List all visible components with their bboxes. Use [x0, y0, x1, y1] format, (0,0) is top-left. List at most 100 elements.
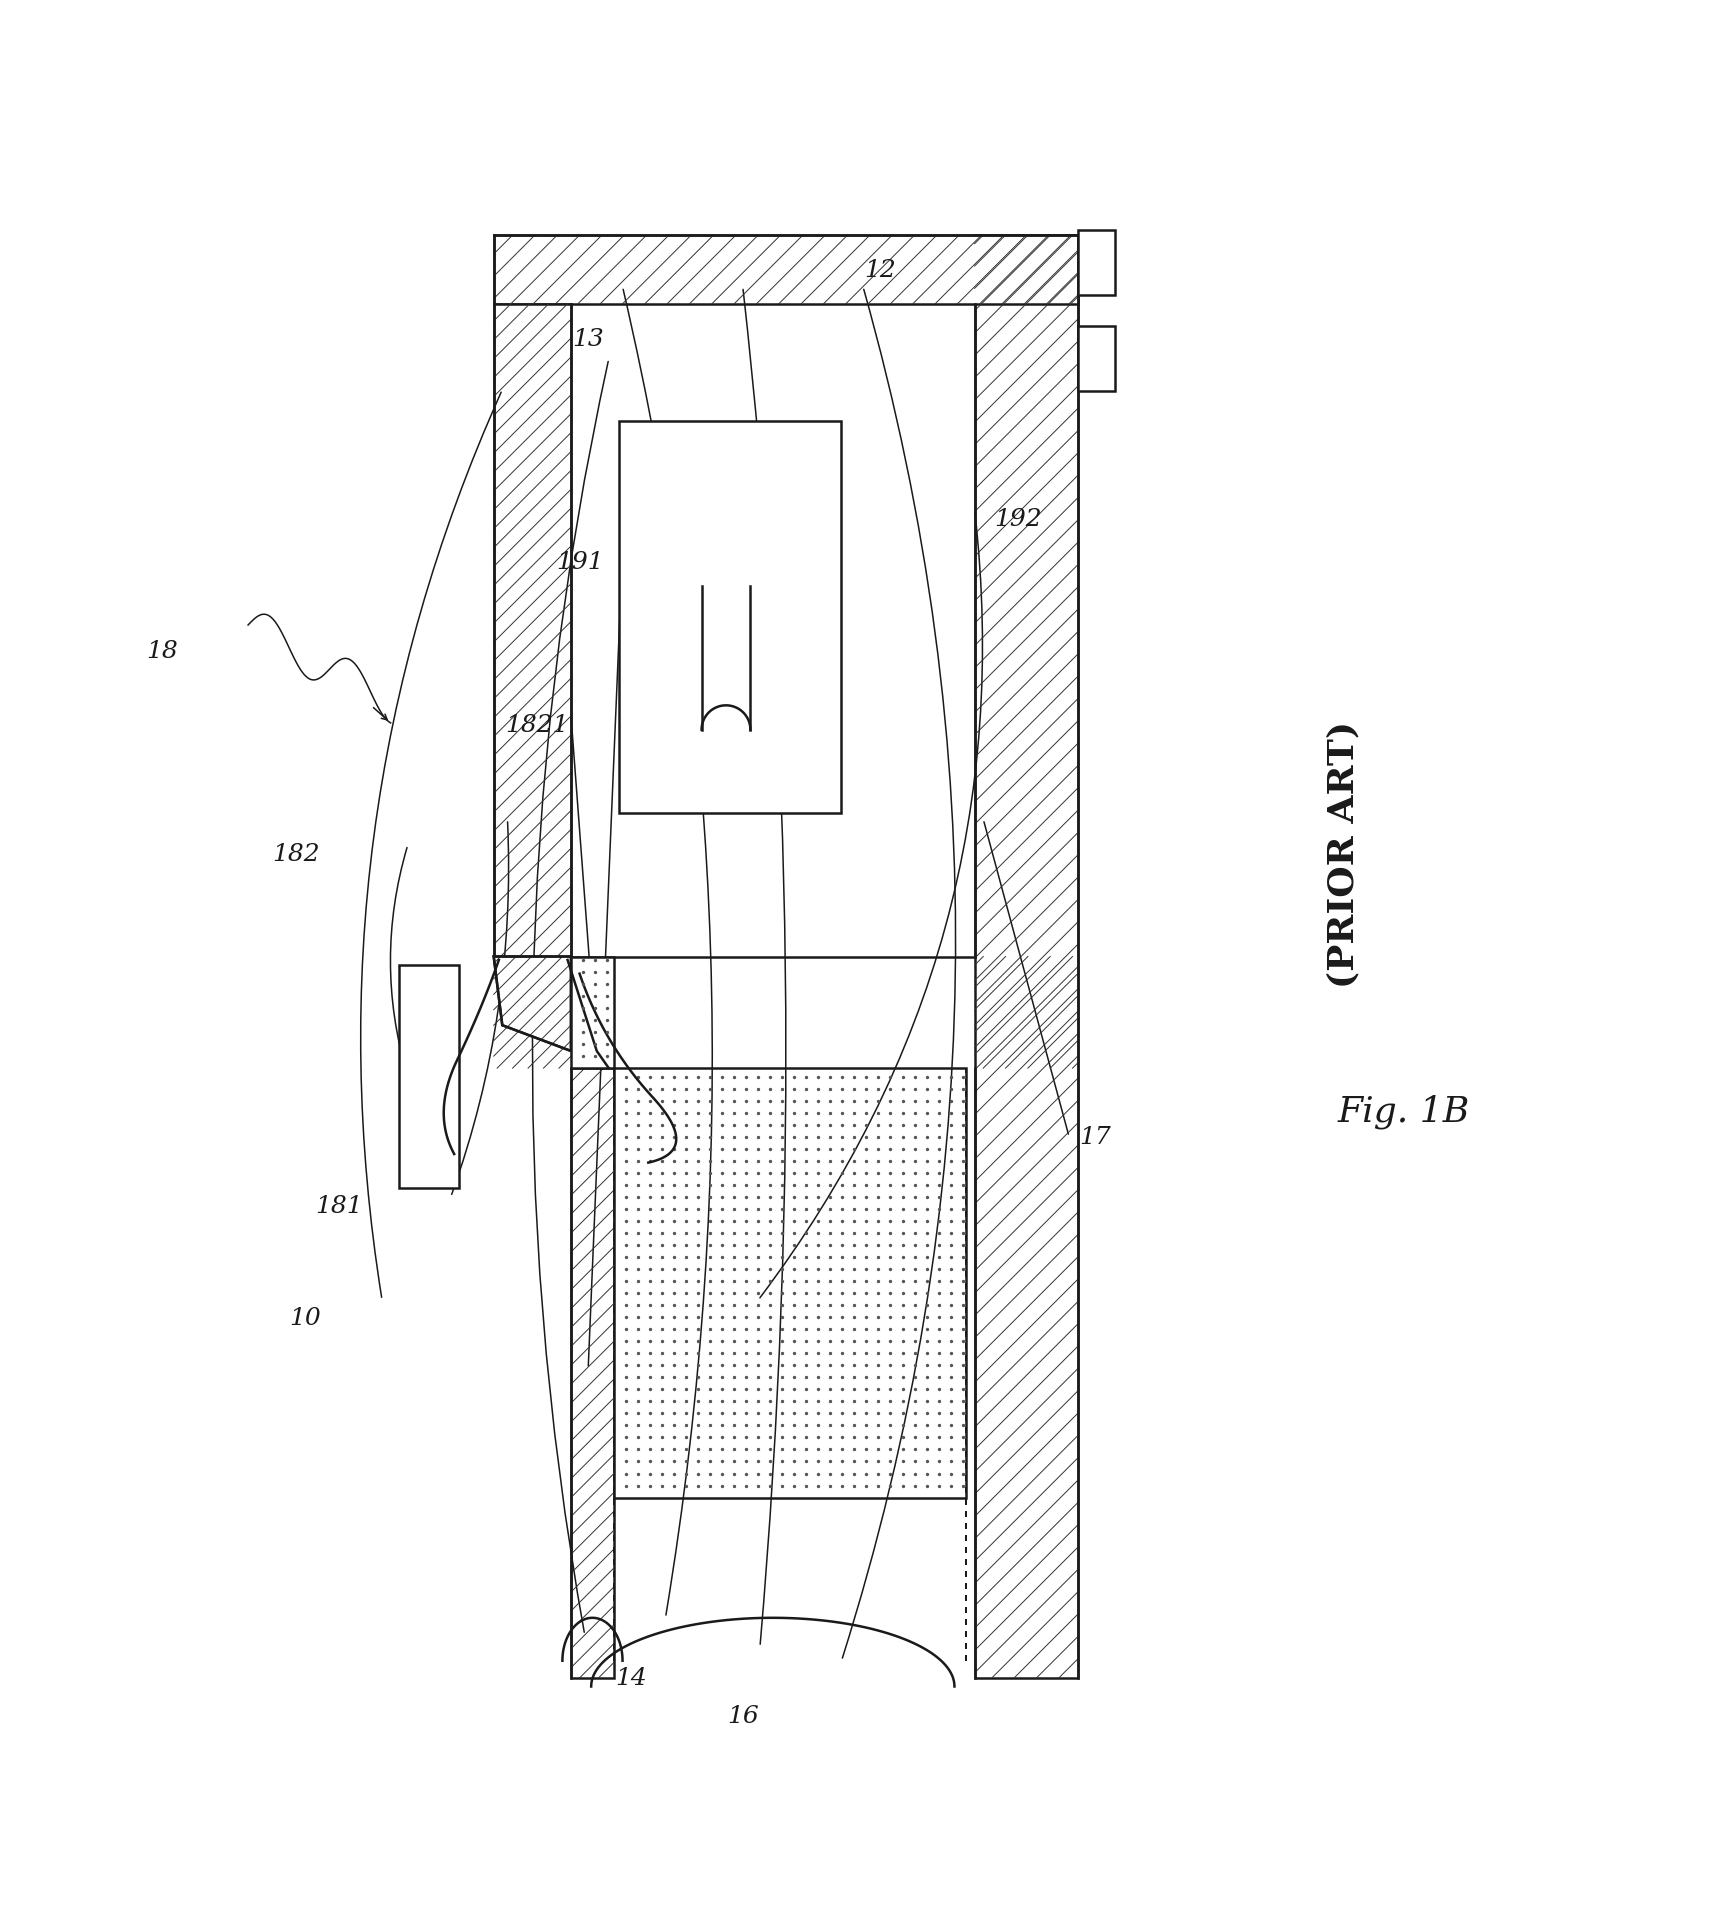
- Point: [828, 1231, 856, 1261]
- Point: [661, 1183, 689, 1213]
- Point: [889, 1194, 917, 1225]
- Point: [732, 1242, 759, 1273]
- Point: [792, 1363, 820, 1393]
- Point: [816, 1122, 844, 1152]
- Point: [649, 1470, 677, 1501]
- Point: [683, 1374, 711, 1405]
- Point: [637, 1206, 665, 1236]
- Point: [768, 1434, 796, 1464]
- Point: [925, 1254, 953, 1284]
- Point: [768, 1290, 796, 1321]
- Point: [853, 1279, 880, 1309]
- Point: [865, 1110, 892, 1141]
- Point: [744, 1110, 772, 1141]
- Point: [913, 1217, 941, 1248]
- Point: [804, 1231, 832, 1261]
- Point: [744, 1302, 772, 1332]
- Point: [913, 1470, 941, 1501]
- Point: [613, 1074, 640, 1104]
- Point: [816, 1110, 844, 1141]
- Point: [661, 1326, 689, 1357]
- Point: [853, 1133, 880, 1164]
- Point: [804, 1194, 832, 1225]
- Point: [804, 1399, 832, 1430]
- Bar: [494, 304, 571, 957]
- Point: [949, 1386, 977, 1416]
- Point: [889, 1422, 917, 1453]
- Point: [756, 1411, 784, 1441]
- Point: [625, 1194, 652, 1225]
- Point: [913, 1315, 941, 1346]
- Point: [613, 1434, 640, 1464]
- Point: [816, 1349, 844, 1380]
- Point: [649, 1217, 677, 1248]
- Point: [768, 1146, 796, 1177]
- Point: [696, 1146, 723, 1177]
- Point: [780, 1374, 808, 1405]
- Point: [925, 1386, 953, 1416]
- Point: [877, 1217, 904, 1248]
- Point: [925, 1349, 953, 1380]
- Point: [768, 1074, 796, 1104]
- Point: [780, 1158, 808, 1189]
- Point: [853, 1146, 880, 1177]
- Point: [756, 1194, 784, 1225]
- Point: [816, 1217, 844, 1248]
- Point: [913, 1194, 941, 1225]
- Point: [594, 1030, 621, 1060]
- Point: [925, 1206, 953, 1236]
- Point: [744, 1122, 772, 1152]
- Point: [637, 1254, 665, 1284]
- Point: [649, 1133, 677, 1164]
- Point: [683, 1470, 711, 1501]
- Point: [696, 1110, 723, 1141]
- Point: [671, 1217, 699, 1248]
- Point: [828, 1302, 856, 1332]
- Point: [671, 1122, 699, 1152]
- Point: [625, 1470, 652, 1501]
- Point: [901, 1217, 929, 1248]
- Point: [594, 946, 621, 976]
- Point: [671, 1290, 699, 1321]
- Point: [949, 1183, 977, 1213]
- Point: [720, 1217, 747, 1248]
- Point: [816, 1169, 844, 1200]
- Point: [792, 1279, 820, 1309]
- Point: [768, 1374, 796, 1405]
- Point: [828, 1183, 856, 1213]
- Point: [720, 1122, 747, 1152]
- Point: [925, 1315, 953, 1346]
- Point: [828, 1338, 856, 1369]
- Point: [937, 1338, 965, 1369]
- Point: [792, 1085, 820, 1116]
- Point: [671, 1374, 699, 1405]
- Point: [671, 1267, 699, 1298]
- Point: [756, 1217, 784, 1248]
- Point: [901, 1363, 929, 1393]
- Point: [841, 1290, 868, 1321]
- Point: [877, 1399, 904, 1430]
- Point: [696, 1411, 723, 1441]
- Point: [889, 1085, 917, 1116]
- Point: [949, 1158, 977, 1189]
- Point: [889, 1267, 917, 1298]
- Point: [708, 1290, 735, 1321]
- Point: [756, 1315, 784, 1346]
- Point: [901, 1399, 929, 1430]
- Point: [613, 1169, 640, 1200]
- Point: [925, 1411, 953, 1441]
- Point: [816, 1422, 844, 1453]
- Point: [865, 1458, 892, 1489]
- Bar: [1077, 327, 1115, 392]
- Point: [828, 1458, 856, 1489]
- Point: [937, 1315, 965, 1346]
- Point: [732, 1206, 759, 1236]
- Point: [649, 1146, 677, 1177]
- Point: [696, 1133, 723, 1164]
- Point: [661, 1363, 689, 1393]
- Point: [889, 1122, 917, 1152]
- Point: [671, 1302, 699, 1332]
- Point: [901, 1062, 929, 1093]
- Point: [780, 1399, 808, 1430]
- Point: [841, 1169, 868, 1200]
